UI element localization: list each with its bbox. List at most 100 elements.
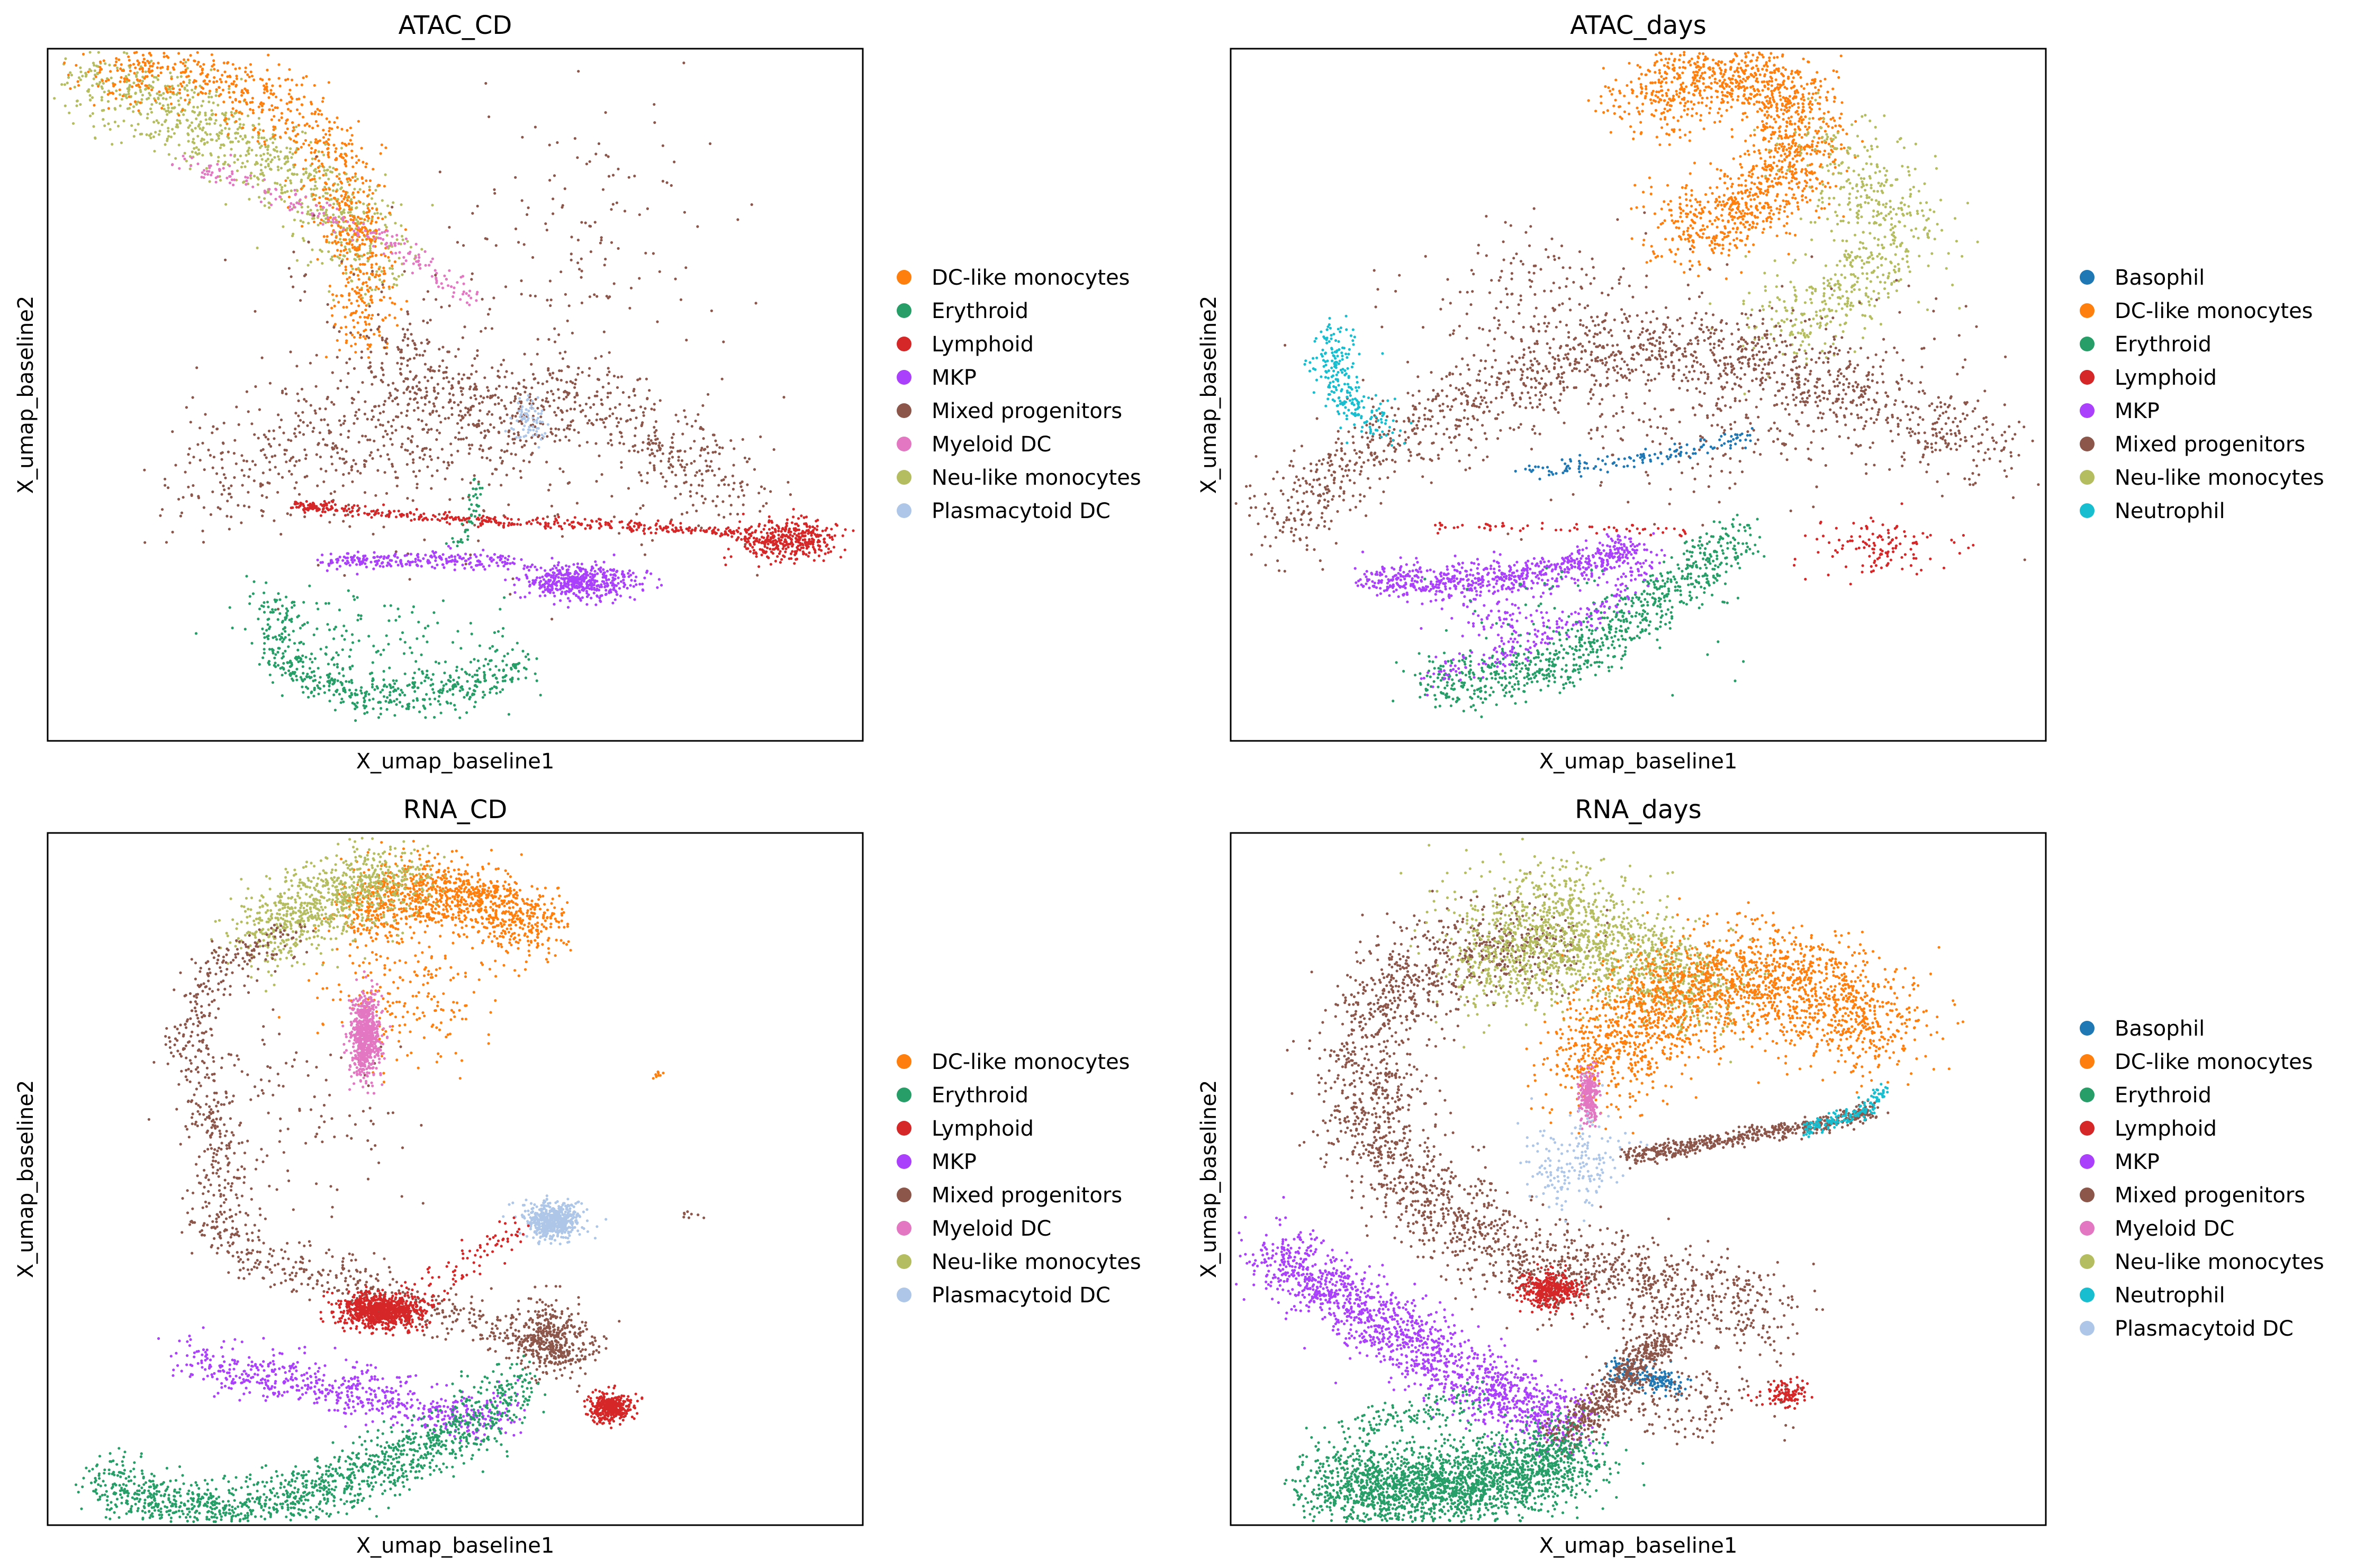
- data-point: [372, 168, 375, 171]
- data-point: [339, 233, 342, 237]
- data-point: [523, 424, 526, 428]
- data-point: [221, 466, 224, 469]
- data-point: [356, 238, 359, 241]
- data-point: [391, 267, 394, 270]
- data-point: [296, 148, 300, 151]
- data-point: [246, 160, 249, 163]
- data-point: [544, 588, 547, 592]
- data-point: [584, 527, 587, 530]
- data-point: [711, 500, 715, 503]
- data-point: [145, 133, 148, 137]
- data-point: [610, 241, 613, 244]
- data-point: [804, 540, 807, 543]
- data-point: [144, 70, 147, 74]
- data-point: [304, 158, 307, 162]
- data-point: [359, 221, 363, 224]
- data-point: [350, 202, 353, 205]
- data-point: [773, 528, 777, 531]
- data-point: [795, 557, 799, 560]
- data-point: [742, 494, 745, 497]
- data-point: [701, 484, 704, 487]
- data-point: [175, 93, 178, 96]
- data-point: [361, 282, 365, 286]
- data-point: [355, 206, 358, 209]
- data-point: [339, 207, 342, 210]
- data-point: [333, 240, 337, 243]
- data-point: [362, 555, 366, 558]
- data-point: [400, 234, 404, 238]
- data-point: [304, 139, 308, 142]
- data-point: [251, 111, 255, 114]
- data-point: [238, 117, 241, 121]
- data-point: [606, 569, 609, 573]
- data-point: [497, 556, 500, 559]
- data-point: [286, 176, 290, 179]
- data-point: [283, 452, 286, 456]
- data-point: [288, 205, 292, 209]
- data-point: [229, 140, 232, 143]
- data-point: [462, 282, 465, 285]
- data-point: [320, 162, 323, 166]
- data-point: [603, 425, 607, 429]
- data-point: [509, 416, 512, 420]
- data-point: [581, 579, 584, 582]
- data-point: [737, 527, 741, 530]
- data-point: [352, 273, 356, 276]
- data-point: [441, 286, 445, 289]
- data-point: [325, 213, 328, 216]
- data-point: [805, 523, 808, 527]
- data-point: [742, 503, 745, 506]
- data-point: [744, 528, 747, 531]
- data-point: [332, 325, 336, 329]
- data-point: [214, 119, 218, 122]
- data-point: [113, 107, 116, 110]
- data-point: [201, 67, 204, 70]
- data-point: [821, 529, 824, 532]
- data-point: [518, 578, 521, 581]
- data-point: [575, 394, 579, 397]
- data-point: [410, 333, 413, 336]
- data-point: [613, 406, 617, 409]
- data-point: [679, 525, 682, 529]
- data-point: [520, 558, 523, 561]
- data-point: [561, 535, 564, 538]
- data-point: [241, 181, 245, 184]
- data-point: [167, 106, 170, 110]
- data-point: [386, 561, 390, 565]
- data-point: [199, 120, 202, 123]
- data-point: [481, 456, 484, 459]
- data-point: [503, 375, 507, 378]
- data-point: [366, 194, 369, 198]
- data-point: [371, 215, 374, 219]
- data-point: [102, 117, 105, 121]
- data-point: [552, 393, 555, 396]
- data-point: [680, 512, 684, 516]
- data-point: [277, 77, 281, 80]
- data-point: [104, 79, 108, 83]
- data-point: [391, 252, 394, 255]
- data-point: [335, 168, 338, 171]
- data-point: [217, 137, 220, 140]
- data-point: [385, 337, 389, 340]
- data-point: [171, 91, 175, 94]
- data-point: [338, 565, 342, 568]
- data-point: [63, 83, 66, 86]
- data-point: [146, 116, 149, 120]
- data-point: [202, 138, 205, 141]
- data-point: [409, 511, 412, 514]
- data-point: [415, 507, 418, 511]
- data-point: [618, 532, 621, 535]
- data-point: [249, 63, 252, 66]
- data-point: [154, 131, 157, 134]
- data-point: [377, 228, 381, 231]
- data-point: [189, 421, 192, 424]
- data-point: [374, 188, 377, 192]
- data-point: [390, 424, 393, 428]
- data-point: [498, 385, 501, 388]
- data-point: [331, 218, 335, 221]
- data-point: [605, 416, 608, 420]
- data-point: [387, 510, 391, 513]
- data-point: [394, 429, 398, 432]
- data-point: [326, 395, 329, 399]
- data-point: [191, 150, 194, 153]
